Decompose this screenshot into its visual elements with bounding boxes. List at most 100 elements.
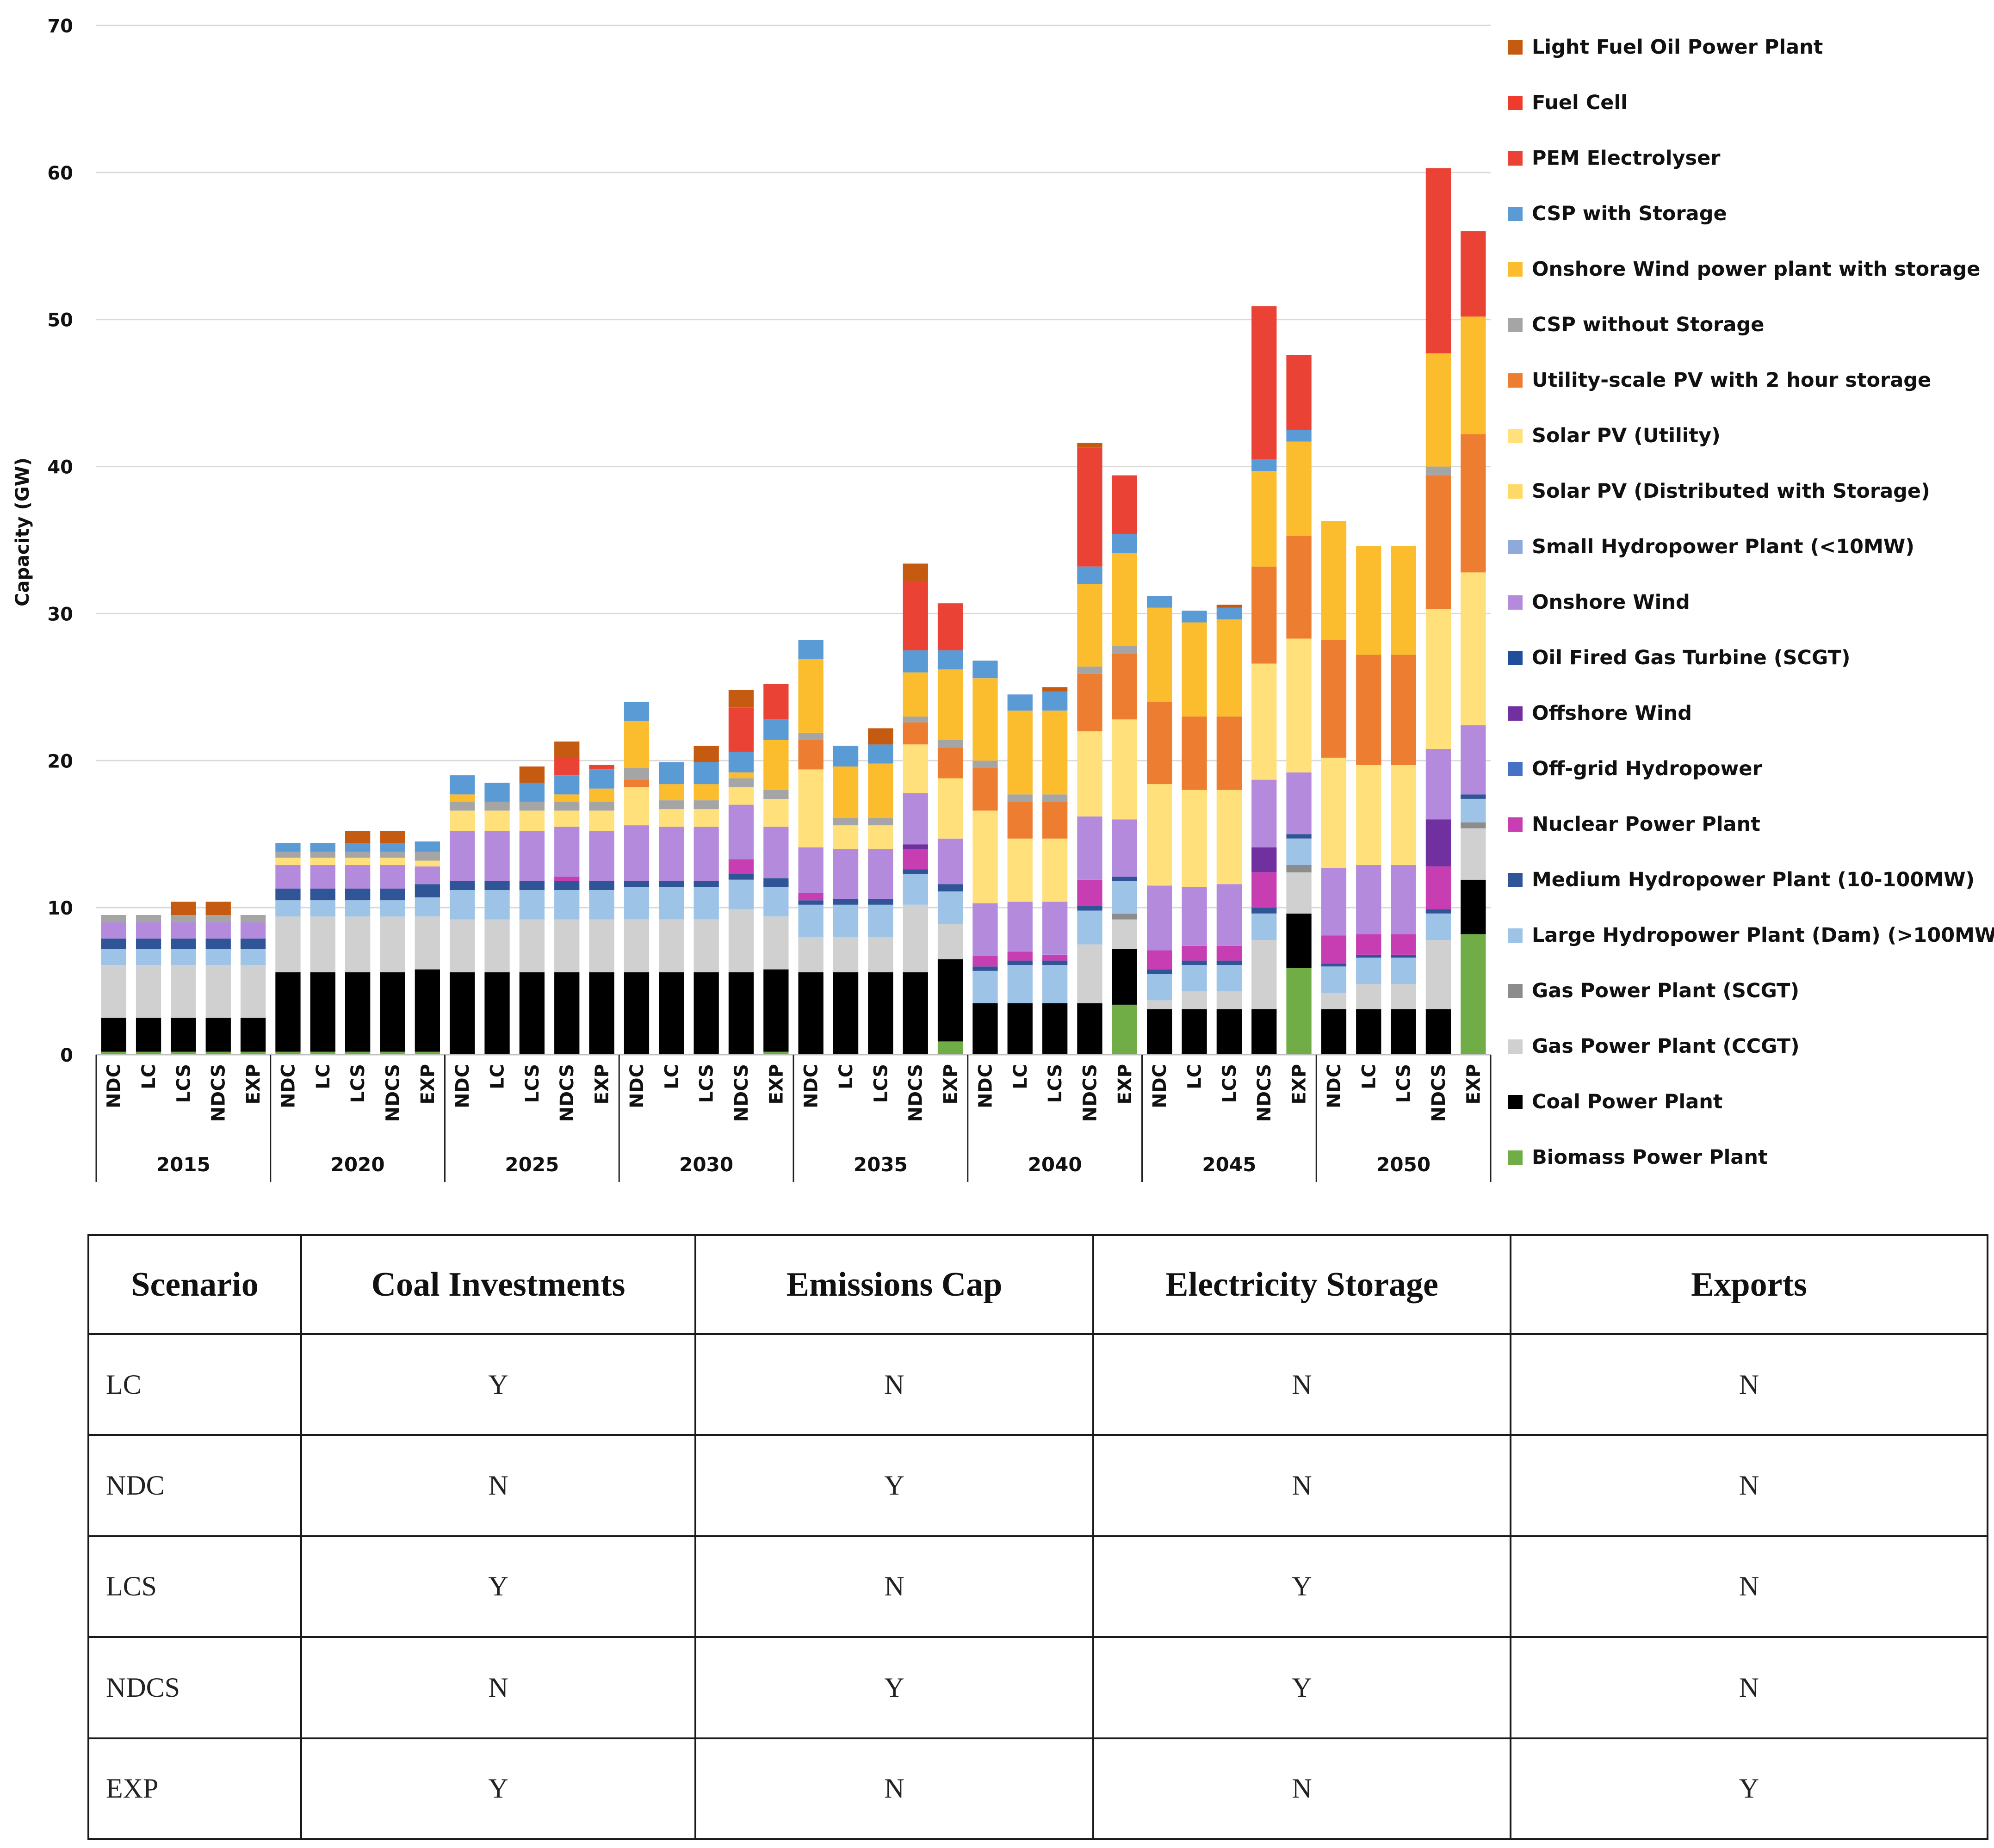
bar-segment-2035-ndcs <box>903 849 928 870</box>
bar-segment-2050-exp <box>1461 434 1486 573</box>
bar-segment-2050-ndcs <box>1425 609 1451 749</box>
bar-segment-2035-ndcs <box>903 672 928 717</box>
table-cell-scenario: NDCS <box>87 1636 302 1739</box>
bar-segment-2035-ndcs <box>903 869 928 874</box>
bar-segment-2040-ndc <box>972 970 998 1003</box>
bar-segment-2050-lcs <box>1391 865 1416 934</box>
x-year-label: 2015 <box>156 1153 211 1176</box>
bar-segment-2030-lcs <box>694 919 719 972</box>
table-cell: N <box>694 1535 1094 1638</box>
bar-segment-2035-ndc <box>798 904 824 937</box>
bar-segment-2015-lcs <box>171 915 196 922</box>
table-cell: N <box>1092 1737 1511 1841</box>
bar-segment-2025-ndc <box>450 802 475 811</box>
legend-item: Medium Hydropower Plant (10-100MW) <box>1508 852 1989 908</box>
bar-segment-2050-lcs <box>1391 1009 1416 1055</box>
legend-item: Biomass Power Plant <box>1508 1130 1989 1185</box>
table-cell: Y <box>1092 1535 1511 1638</box>
x-scenario-label: EXP <box>417 1064 439 1104</box>
header-coal-investments: Coal Investments <box>300 1234 696 1335</box>
bar-segment-2035-lcs <box>868 849 893 899</box>
bar-segment-2020-lcs <box>345 852 371 858</box>
bar-segment-2040-exp <box>1112 881 1137 914</box>
legend-swatch <box>1508 983 1523 998</box>
bar-segment-2035-lcs <box>868 972 893 1055</box>
legend-swatch <box>1508 1094 1523 1109</box>
bar-segment-2015-ndcs <box>205 1051 231 1055</box>
bar-segment-2045-ndcs <box>1251 566 1277 664</box>
legend-swatch <box>1508 151 1523 166</box>
bar-segment-2030-exp <box>763 719 789 740</box>
bar-segment-2050-lc <box>1356 546 1381 655</box>
bar-segment-2040-lcs <box>1042 687 1068 692</box>
bar-segment-2045-ndc <box>1147 950 1172 970</box>
bar-segment-2045-lcs <box>1216 605 1242 608</box>
legend-swatch <box>1508 761 1523 776</box>
bar-segment-2035-exp <box>937 959 963 1042</box>
bar-segment-2025-ndc <box>450 919 475 972</box>
bar-segment-2025-ndcs <box>554 775 580 795</box>
legend-item: Gas Power Plant (SCGT) <box>1508 963 1989 1019</box>
bar-segment-2015-ndc <box>101 938 126 949</box>
x-year-label: 2025 <box>505 1153 559 1176</box>
header-exports: Exports <box>1510 1234 1988 1335</box>
bar-segment-2040-lcs <box>1042 711 1068 795</box>
bar-segment-2050-exp <box>1461 725 1486 795</box>
bar-segment-2035-exp <box>937 884 963 892</box>
bar-segment-2015-ndc <box>101 949 126 965</box>
bar-segment-2030-lcs <box>694 887 719 920</box>
bar-segment-2015-lc <box>136 1018 161 1052</box>
bar-segment-2050-lcs <box>1391 984 1416 1009</box>
bar-segment-2035-lc <box>833 899 859 905</box>
bar-segment-2030-ndcs <box>728 879 754 909</box>
bar-segment-2030-ndc <box>624 919 650 972</box>
bar-segment-2025-ndc <box>450 810 475 831</box>
bar-segment-2030-lcs <box>694 746 719 762</box>
bar-segment-2035-ndcs <box>903 722 928 745</box>
bar-segment-2025-ndcs <box>554 794 580 802</box>
y-tick-label: 30 <box>47 604 73 625</box>
header-emissions-cap: Emissions Cap <box>694 1234 1094 1335</box>
bar-segment-2030-ndc <box>624 881 650 887</box>
bar-segment-2040-ndc <box>972 768 998 811</box>
bar-segment-2020-lcs <box>345 972 371 1052</box>
bar-segment-2025-lcs <box>519 881 545 890</box>
bar-segment-2020-lc <box>310 888 335 901</box>
table-cell: N <box>1510 1535 1988 1638</box>
bar-segment-2030-ndcs <box>728 752 754 773</box>
bar-segment-2045-exp <box>1286 772 1312 834</box>
bar-segment-2035-ndcs <box>903 563 928 581</box>
y-axis-label: Capacity (GW) <box>12 457 33 606</box>
bar-segment-2050-ndc <box>1321 757 1347 868</box>
x-scenario-label: EXP <box>1463 1064 1484 1104</box>
legend-label: Onshore Wind power plant with storage <box>1532 258 1981 281</box>
bar-segment-2035-lcs <box>868 904 893 937</box>
bar-segment-2050-lcs <box>1391 546 1416 655</box>
bar-segment-2045-exp <box>1286 834 1312 839</box>
bar-segment-2040-ndcs <box>1077 816 1102 880</box>
legend-swatch <box>1508 262 1523 277</box>
bar-segment-2025-ndcs <box>554 881 580 890</box>
bar-segment-2015-lc <box>136 938 161 949</box>
bar-segment-2035-exp <box>937 650 963 670</box>
bar-segment-2035-exp <box>937 891 963 924</box>
bar-segment-2015-exp <box>240 1018 266 1052</box>
bar-segment-2030-lcs <box>694 762 719 785</box>
bar-segment-2030-exp <box>763 916 789 970</box>
bar-segment-2040-ndcs <box>1077 443 1102 448</box>
legend-item: Large Hydropower Plant (Dam) (>100MW) <box>1508 908 1994 963</box>
bar-segment-2040-ndc <box>972 760 998 768</box>
bar-segment-2050-exp <box>1461 879 1486 934</box>
bar-segment-2025-lcs <box>519 810 545 831</box>
legend-swatch <box>1508 484 1523 499</box>
bar-segment-2040-lc <box>1007 838 1033 902</box>
bar-segment-2040-ndc <box>972 661 998 679</box>
bar-segment-2020-ndc <box>275 865 301 889</box>
bar-segment-2045-lcs <box>1216 884 1242 946</box>
bar-segment-2025-exp <box>589 881 614 890</box>
bar-segment-2030-ndc <box>624 787 650 826</box>
bar-segment-2015-ndc <box>101 1018 126 1052</box>
bar-segment-2040-ndc <box>972 810 998 903</box>
bar-segment-2025-ndcs <box>554 890 580 920</box>
bar-segment-2030-ndcs <box>728 859 754 874</box>
